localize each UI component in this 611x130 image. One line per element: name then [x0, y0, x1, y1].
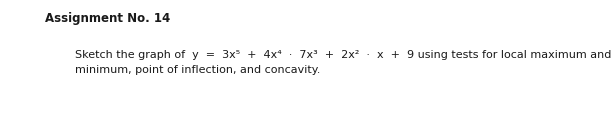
Text: Sketch the graph of  y  =  3x⁵  +  4x⁴  ·  7x³  +  2x²  ·  x  +  9 using tests f: Sketch the graph of y = 3x⁵ + 4x⁴ · 7x³ … — [75, 50, 611, 60]
Text: Assignment No. 14: Assignment No. 14 — [45, 12, 170, 25]
Text: minimum, point of inflection, and concavity.: minimum, point of inflection, and concav… — [75, 65, 320, 75]
